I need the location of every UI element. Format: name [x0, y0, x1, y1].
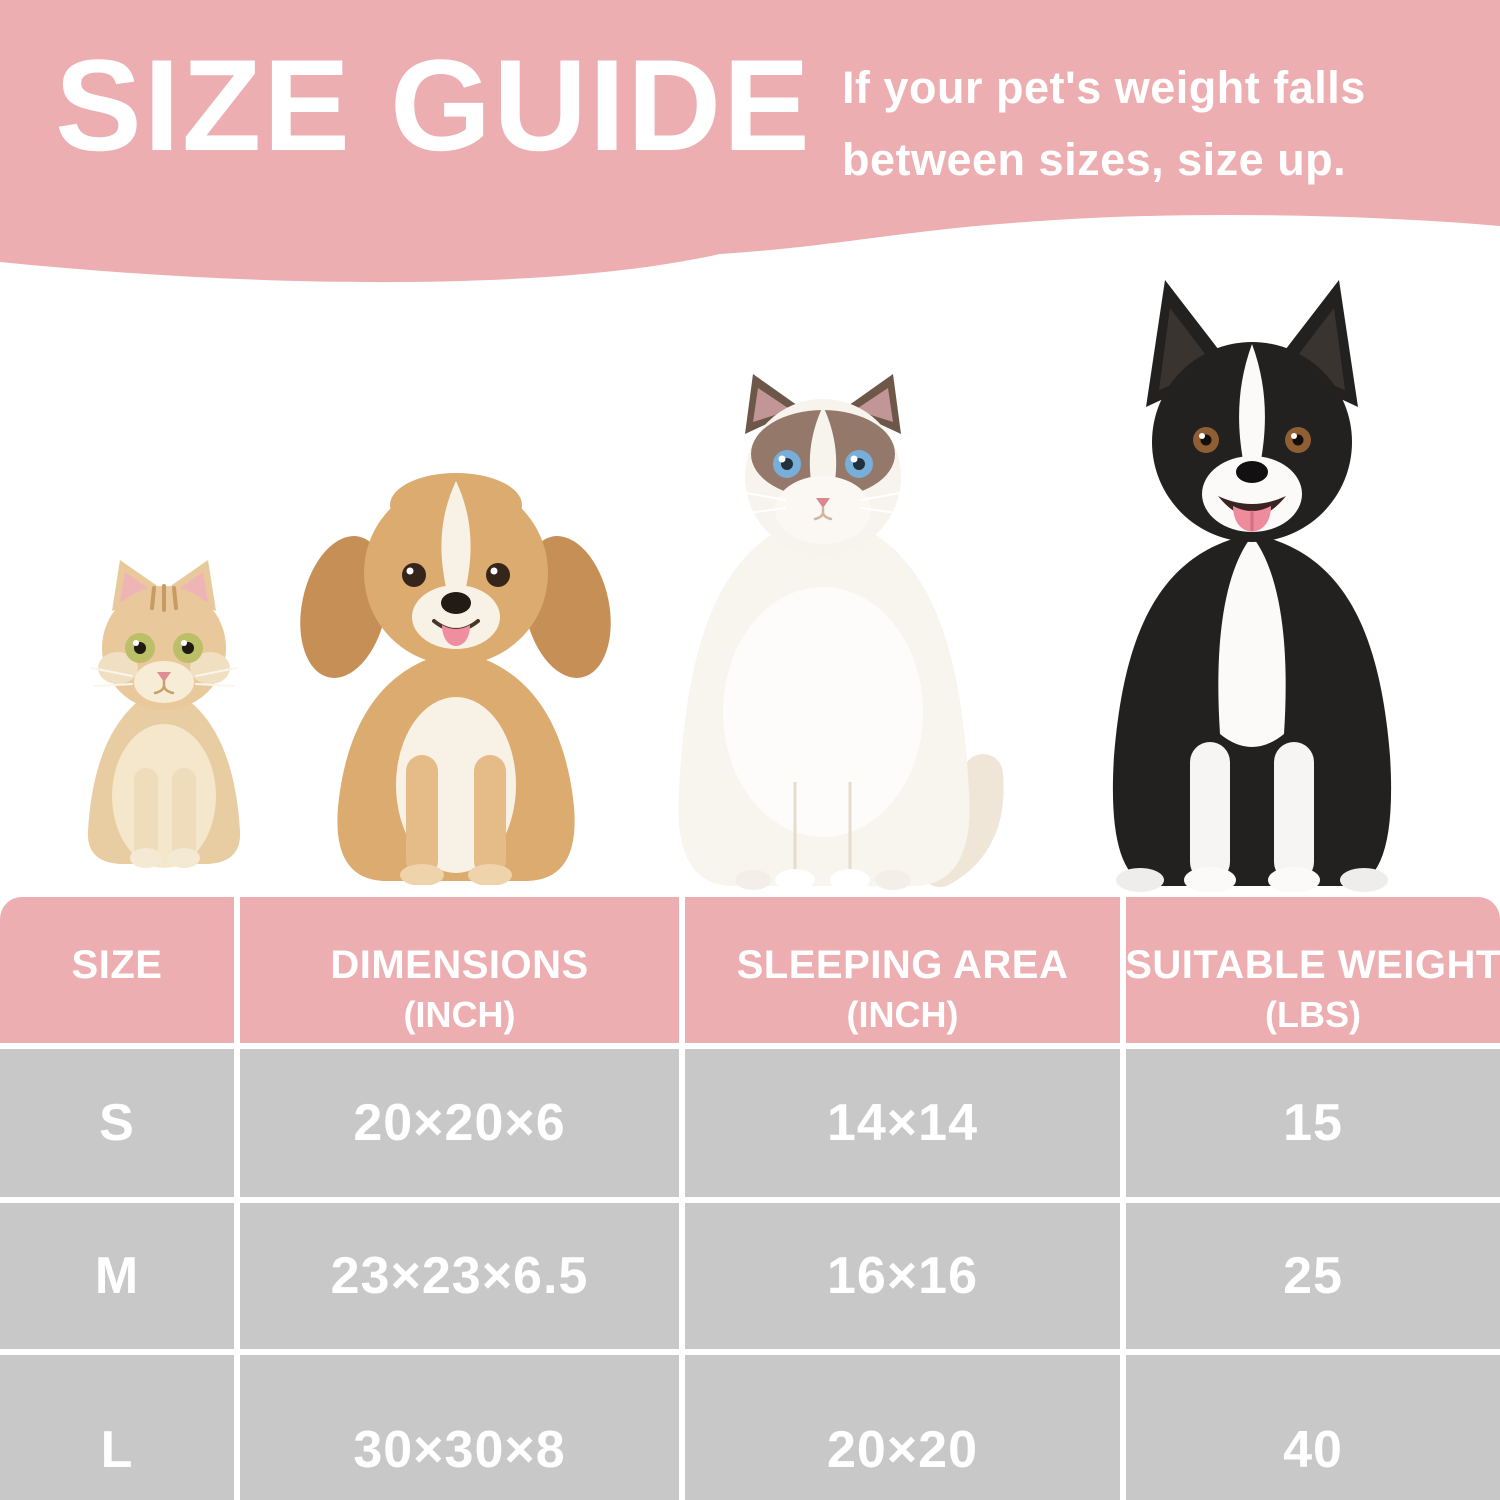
- row-l-sleeping-area-cell: 20×20: [685, 1355, 1120, 1500]
- banner-subtitle-line1: If your pet's weight falls: [842, 62, 1366, 113]
- col-header-dimensions: DIMENSIONS (INCH): [240, 897, 679, 1043]
- col-header-size-label: SIZE: [71, 943, 163, 987]
- ragdoll-cat-illustration: [678, 374, 1004, 891]
- row-s-dimensions-cell: 20×20×6: [240, 1049, 679, 1197]
- banner-subtitle-line2: between sizes, size up.: [842, 134, 1347, 185]
- page-title: SIZE GUIDE: [55, 32, 812, 178]
- col-header-suitable-weight-unit: (LBS): [1265, 994, 1361, 1035]
- row-m-suitable-weight-cell: 25: [1126, 1203, 1500, 1349]
- small-cat-illustration: [87, 560, 241, 868]
- col-header-sleeping-area-label: SLEEPING AREA: [736, 943, 1069, 987]
- row-m-size-cell: M: [0, 1203, 234, 1349]
- col-header-sleeping-area-unit: (INCH): [846, 994, 959, 1035]
- row-m-dimensions-cell: 23×23×6.5: [240, 1203, 679, 1349]
- banner-subtitle: If your pet's weight falls between sizes…: [842, 52, 1366, 196]
- puppy-illustration: [300, 473, 611, 885]
- row-l-size-cell: L: [0, 1355, 234, 1500]
- border-collie-illustration: [1112, 280, 1392, 892]
- col-header-suitable-weight: SUITABLE WEIGHT (LBS): [1125, 897, 1500, 1043]
- col-header-dimensions-label: DIMENSIONS: [330, 943, 589, 987]
- row-s-size-cell: S: [0, 1049, 234, 1197]
- row-s-suitable-weight-cell: 15: [1126, 1049, 1500, 1197]
- banner-wave-background: [0, 0, 1500, 283]
- col-header-size: SIZE: [0, 897, 234, 1043]
- col-header-dimensions-unit: (INCH): [403, 994, 516, 1035]
- col-header-sleeping-area: SLEEPING AREA (INCH): [685, 897, 1120, 1043]
- size-table: SIZE DIMENSIONS (INCH) SLEEPING AREA (IN…: [0, 897, 1500, 1500]
- row-l-suitable-weight-cell: 40: [1126, 1355, 1500, 1500]
- row-l-dimensions-cell: 30×30×8: [240, 1355, 679, 1500]
- row-s-sleeping-area-cell: 14×14: [685, 1049, 1120, 1197]
- col-header-suitable-weight-label: SUITABLE WEIGHT: [1125, 943, 1500, 987]
- row-m-sleeping-area-cell: 16×16: [685, 1203, 1120, 1349]
